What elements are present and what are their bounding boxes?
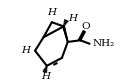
Text: H: H [47,8,56,17]
Text: H: H [69,14,78,23]
Text: NH₂: NH₂ [93,39,115,48]
Polygon shape [63,26,68,42]
Text: H: H [21,46,30,55]
Text: H: H [41,72,50,81]
Text: O: O [81,22,90,30]
